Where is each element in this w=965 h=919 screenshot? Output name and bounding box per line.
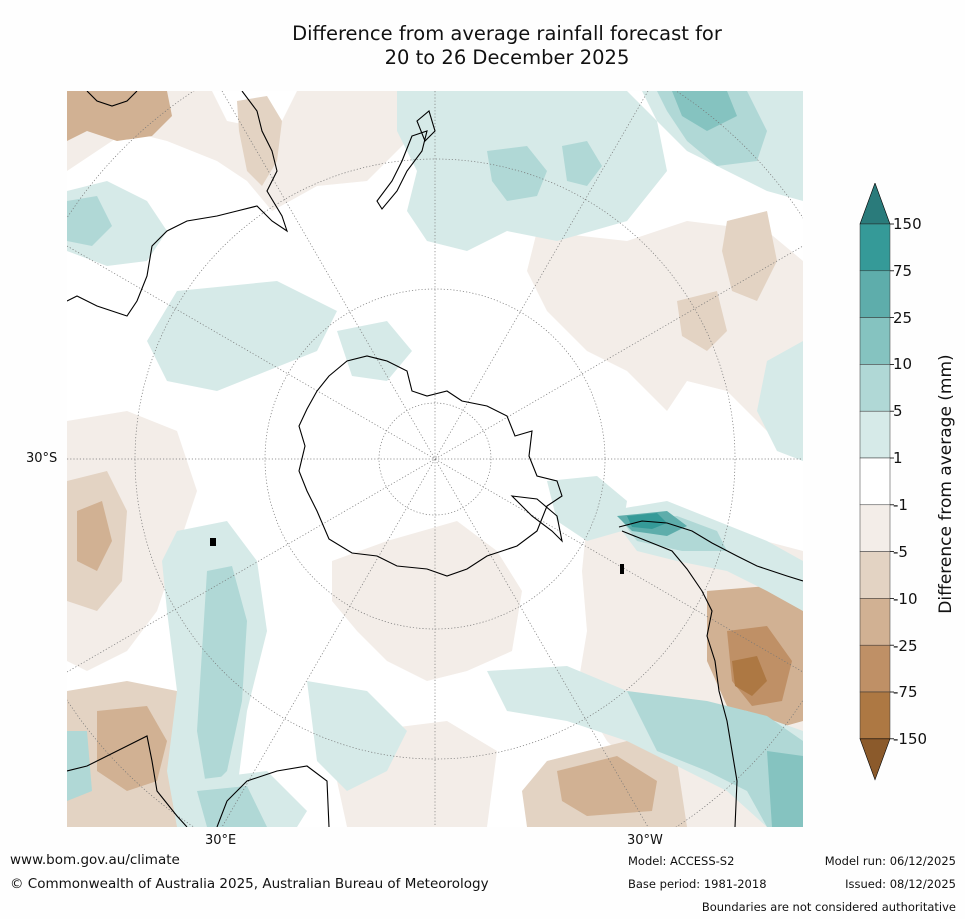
antarctica-coastline (298, 355, 563, 577)
colorbar-axis-label: Difference from average (mm) (936, 354, 956, 614)
colorbar-bin (859, 364, 891, 412)
colorbar-bins (859, 182, 894, 781)
colorbar-bin (859, 410, 891, 459)
colorbar-bin (859, 223, 891, 272)
footer-disclaimer: Boundaries are not considered authoritat… (701, 900, 956, 914)
colorbar-bin (859, 551, 891, 599)
map-title-line-2: 20 to 26 December 2025 (384, 46, 630, 69)
footer-base-period: Base period: 1981-2018 (628, 877, 767, 891)
colorbar-tick-1: 1 (893, 449, 903, 467)
colorbar-bin (859, 317, 891, 365)
map-title: Difference from average rainfall forecas… (0, 22, 965, 70)
wet-anomaly-regions (67, 91, 803, 827)
graticule (67, 91, 803, 827)
coastlines (67, 91, 803, 827)
colorbar-tick-75: 75 (893, 262, 913, 280)
map-title-line-1: Difference from average rainfall forecas… (292, 22, 722, 45)
footer-copyright: © Commonwealth of Australia 2025, Austra… (10, 876, 489, 892)
lon-label-30w: 30°W (627, 833, 663, 848)
south-america-coastline (618, 520, 803, 582)
colorbar-tick-neg25: -25 (893, 637, 918, 655)
colorbar-bin (859, 598, 891, 646)
colorbar-tick-neg1: -1 (893, 496, 908, 514)
colorbar-tick-150: 150 (893, 215, 922, 233)
africa-coastline (67, 735, 188, 827)
footer-website: www.bom.gov.au/climate (10, 852, 180, 868)
footer-issued: Issued: 08/12/2025 (845, 877, 956, 891)
colorbar-tick-25: 25 (893, 309, 913, 327)
colorbar-bin (859, 457, 891, 506)
colorbar-tick-neg150: -150 (893, 730, 928, 748)
colorbar-tick-neg75: -75 (893, 683, 918, 701)
colorbar-bin (859, 504, 891, 552)
colorbar-extend-max (859, 182, 891, 225)
footer-model-run: Model run: 06/12/2025 (824, 854, 956, 868)
footer-model: Model: ACCESS-S2 (628, 854, 735, 868)
colorbar-tick-5: 5 (893, 402, 903, 420)
australia-coastline (67, 91, 289, 317)
colorbar-bin (859, 691, 891, 740)
colorbar-bin (859, 644, 891, 693)
colorbar-tick-neg10: -10 (893, 590, 918, 608)
colorbar-bin (859, 270, 891, 318)
colorbar (858, 182, 938, 783)
colorbar-tick-neg5: -5 (893, 543, 908, 561)
rainfall-anomaly-map (67, 91, 803, 827)
lat-label-30s: 30°S (26, 451, 58, 466)
lon-label-30e: 30°E (205, 833, 237, 848)
colorbar-tick-10: 10 (893, 355, 913, 373)
colorbar-extend-min (859, 738, 891, 781)
